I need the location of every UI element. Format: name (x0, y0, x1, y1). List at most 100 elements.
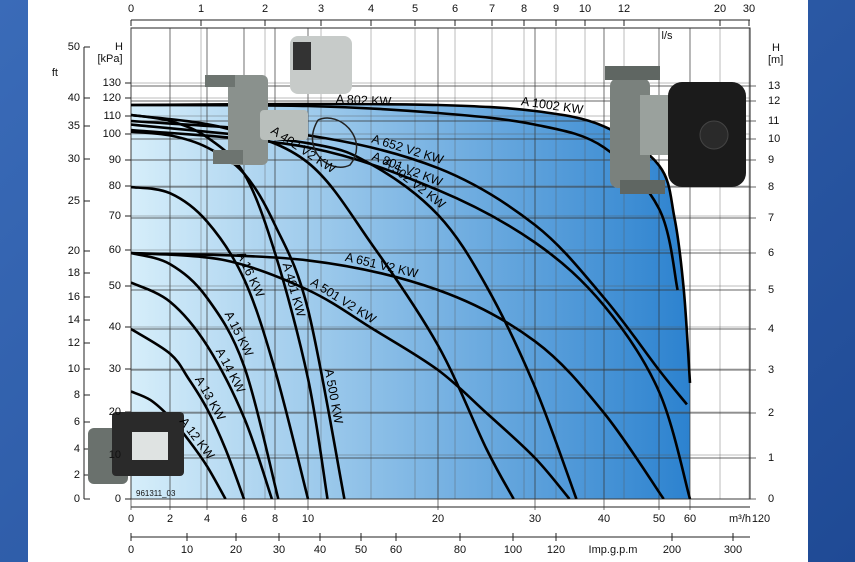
x-tick-label: 20 (432, 513, 444, 525)
y2-tick-label: 110 (103, 110, 121, 122)
x3-tick-label: 20 (230, 544, 242, 556)
pump-curve (131, 103, 679, 291)
pump-curve (131, 102, 692, 383)
y-tick-label: 10 (768, 133, 780, 145)
x2-tick-label: 3 (318, 3, 324, 15)
y2-tick-label: 20 (109, 406, 121, 418)
pump-curve (131, 128, 692, 499)
y-tick-label: 12 (768, 95, 780, 107)
curve-label: A 802 KW (335, 92, 391, 109)
x-tick-label: 8 (272, 513, 278, 525)
x-tick-label: 30 (529, 513, 541, 525)
y3-tick-label: 6 (74, 416, 80, 428)
x-tick-label: 50 (653, 513, 665, 525)
x-tick-label: 0 (128, 513, 134, 525)
y-axis-unit: [m] (768, 54, 783, 66)
y2-tick-label: 100 (103, 128, 121, 140)
x2-tick-label: 7 (489, 3, 495, 15)
y3-tick-label: 35 (68, 120, 80, 132)
y2-tick-label: 130 (103, 77, 121, 89)
y3-tick-label: 4 (74, 443, 80, 455)
y3-tick-label: 14 (68, 314, 80, 326)
y-tick-label: 2 (768, 407, 774, 419)
x3-tick-label: 40 (314, 544, 326, 556)
y3-tick-label: 12 (68, 337, 80, 349)
x-tick-label: 120 (752, 513, 770, 525)
y2-tick-label: 80 (109, 180, 121, 192)
y2-axis-label: H (115, 41, 123, 53)
y-tick-label: 8 (768, 181, 774, 193)
x2-tick-label: 20 (714, 3, 726, 15)
y3-tick-label: 30 (68, 153, 80, 165)
x2-tick-label: 10 (579, 3, 591, 15)
x-tick-label: 40 (598, 513, 610, 525)
y-axis-label: H (772, 42, 780, 54)
y-tick-label: 11 (768, 115, 779, 127)
x3-tick-label: 10 (181, 544, 193, 556)
x-axis-label: m³/h (729, 513, 751, 525)
y-tick-label: 7 (768, 212, 774, 224)
x-tick-label: 2 (167, 513, 173, 525)
pump-image (605, 66, 746, 194)
x3-tick-label: 60 (390, 544, 402, 556)
x2-tick-label: 4 (368, 3, 374, 15)
y-tick-label: 0 (768, 493, 774, 505)
pump-image (88, 412, 184, 484)
x3-tick-label: 120 (547, 544, 565, 556)
x2-tick-label: 0 (128, 3, 134, 15)
y2-axis-unit: [kPa] (97, 53, 122, 65)
y3-tick-label: 8 (74, 389, 80, 401)
pump-curve (131, 251, 665, 499)
y3-tick-label: 10 (68, 363, 80, 375)
y-tick-label: 1 (768, 452, 774, 464)
x2-tick-label: 6 (452, 3, 458, 15)
x2-axis-label: l/s (662, 30, 674, 42)
y2-tick-label: 0 (115, 493, 121, 505)
pump-curve (131, 113, 329, 499)
x2-tick-label: 9 (553, 3, 559, 15)
x2-tick-label: 1 (198, 3, 204, 15)
y2-tick-label: 40 (109, 321, 121, 333)
pump-curve (131, 251, 571, 499)
y-tick-label: 4 (768, 323, 774, 335)
y-tick-label: 9 (768, 154, 774, 166)
x3-tick-label: 0 (128, 544, 134, 556)
pump-curve (131, 281, 274, 499)
y-tick-label: 3 (768, 364, 774, 376)
y-tick-label: 13 (768, 80, 780, 92)
y2-tick-label: 60 (109, 244, 121, 256)
y-tick-label: 5 (768, 284, 774, 296)
x-tick-label: 4 (204, 513, 210, 525)
x3-tick-label: 200 (663, 544, 681, 556)
pump-curve (131, 185, 310, 499)
y3-tick-label: 20 (68, 245, 80, 257)
x2-tick-label: 8 (521, 3, 527, 15)
x3-tick-label: 30 (273, 544, 285, 556)
y3-tick-label: 25 (68, 195, 80, 207)
x3-tick-label: 50 (355, 544, 367, 556)
y3-tick-label: 50 (68, 41, 80, 53)
y2-tick-label: 50 (109, 280, 121, 292)
x3-tick-label: 300 (724, 544, 742, 556)
x-tick-label: 60 (684, 513, 696, 525)
x2-tick-label: 2 (262, 3, 268, 15)
x-tick-label: 10 (302, 513, 314, 525)
pump-curve (131, 327, 246, 499)
y2-tick-label: 30 (109, 363, 121, 375)
x3-tick-label: 100 (504, 544, 522, 556)
pump-curve (131, 251, 280, 499)
x3-axis-label: Imp.g.p.m (589, 544, 638, 556)
pump-image (205, 36, 358, 168)
code-label: 961311_03 (136, 489, 176, 498)
y2-tick-label: 10 (109, 449, 121, 461)
y3-tick-label: 2 (74, 469, 80, 481)
y3-tick-label: 16 (68, 291, 80, 303)
x2-tick-label: 12 (618, 3, 630, 15)
pump-images (88, 36, 746, 484)
x2-tick-label: 5 (412, 3, 418, 15)
y3-tick-label: 40 (68, 92, 80, 104)
x2-tick-label: 30 (743, 3, 755, 15)
y2-tick-label: 70 (109, 210, 121, 222)
